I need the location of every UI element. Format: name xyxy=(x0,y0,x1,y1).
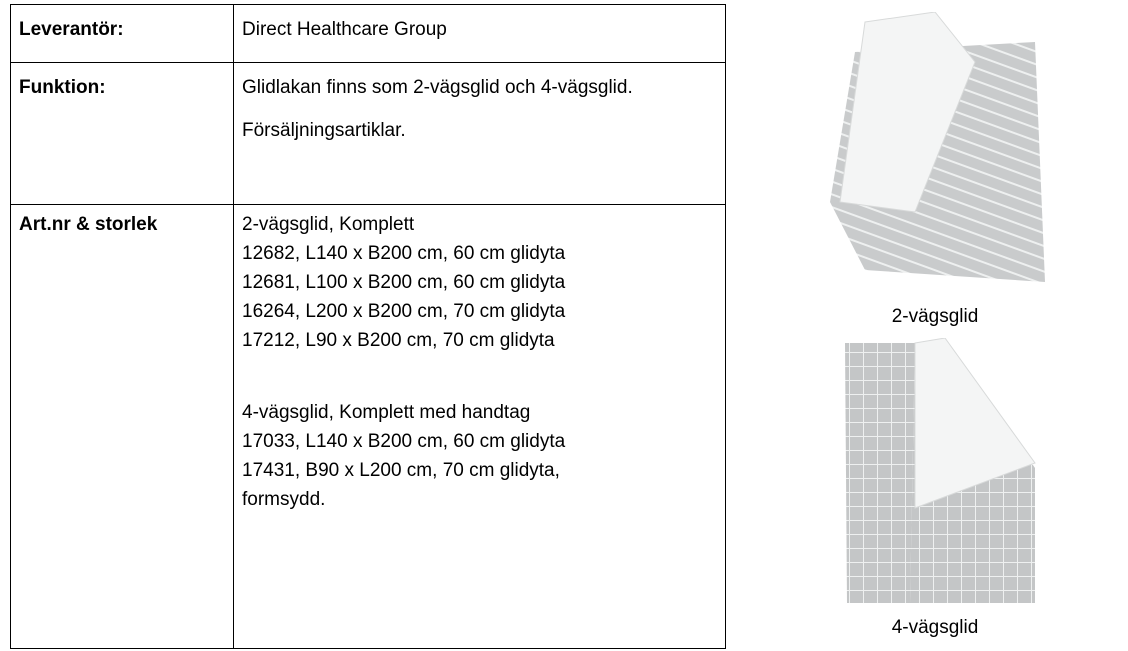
table-row: Leverantör: Direct Healthcare Group xyxy=(11,5,726,63)
spacer xyxy=(242,355,715,398)
product-image-2-way xyxy=(825,12,1055,292)
text-line: 16264, L200 x B200 cm, 70 cm glidyta xyxy=(242,297,715,326)
figure-caption: 4-vägsglid xyxy=(800,617,1070,639)
text-line: 17212, L90 x B200 cm, 70 cm glidyta xyxy=(242,326,715,355)
text-line: 4-vägsglid, Komplett med handtag xyxy=(242,398,715,427)
table-row: Funktion: Glidlakan finns som 2-vägsglid… xyxy=(11,63,726,205)
text-line: 12682, L140 x B200 cm, 60 cm glidyta xyxy=(242,239,715,268)
paragraph: Försäljningsartiklar. xyxy=(242,116,685,145)
row-label: Funktion: xyxy=(11,63,234,205)
paragraph: Glidlakan finns som 2-vägsglid och 4-väg… xyxy=(242,73,685,102)
text-line: 12681, L100 x B200 cm, 60 cm glidyta xyxy=(242,268,715,297)
figure-caption: 2-vägsglid xyxy=(800,306,1070,328)
paragraph: Direct Healthcare Group xyxy=(242,15,715,44)
row-label: Art.nr & storlek xyxy=(11,205,234,649)
row-content: Direct Healthcare Group xyxy=(234,5,726,63)
text-line: formsydd. xyxy=(242,485,715,514)
row-content: Glidlakan finns som 2-vägsglid och 4-väg… xyxy=(234,63,726,205)
text-line: 17431, B90 x L200 cm, 70 cm glidyta, xyxy=(242,456,715,485)
text-line: 2-vägsglid, Komplett xyxy=(242,210,715,239)
product-image-4-way xyxy=(835,338,1045,608)
page: {"table": {"rows": [ {"label": "Leverant… xyxy=(0,0,1128,651)
product-table: Leverantör: Direct Healthcare Group Funk… xyxy=(10,4,726,649)
row-label: Leverantör: xyxy=(11,5,234,63)
text-line: 17033, L140 x B200 cm, 60 cm glidyta xyxy=(242,427,715,456)
